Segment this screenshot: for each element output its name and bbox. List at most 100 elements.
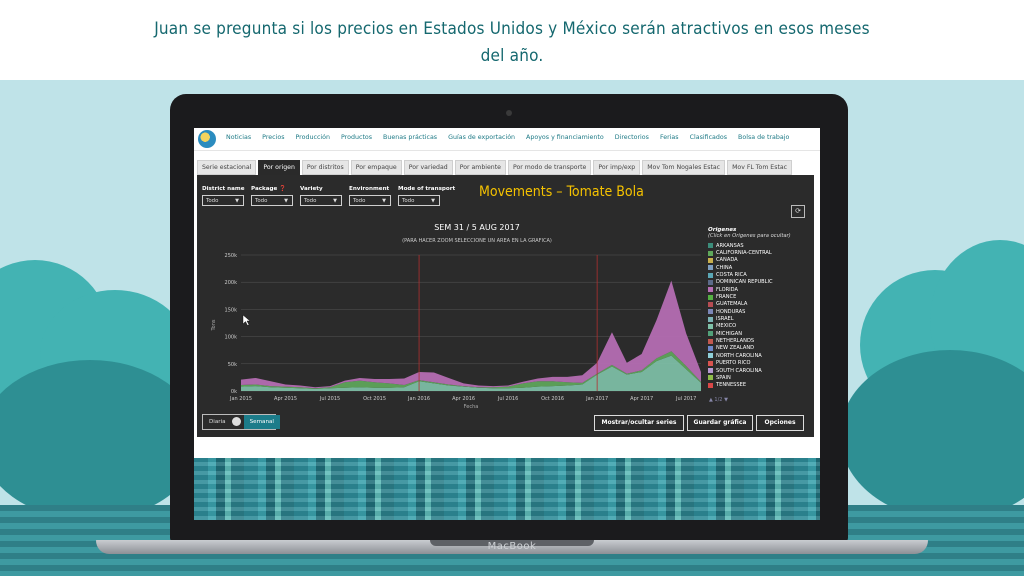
- legend-item[interactable]: HONDURAS: [708, 308, 808, 315]
- site-logo-icon[interactable]: [198, 130, 216, 148]
- weekly-option[interactable]: Semanal: [243, 415, 280, 429]
- tab[interactable]: Por imp/exp: [593, 160, 641, 175]
- chart-panel: District name Todo ▼ Package ❓ Todo ▼ Variety T…: [197, 175, 814, 437]
- tab[interactable]: Por modo de transporte: [507, 160, 592, 175]
- nav-item[interactable]: Apoyos y financiamiento: [526, 134, 604, 141]
- legend-item[interactable]: SPAIN: [708, 374, 808, 381]
- x-tick-label: Jul 2017: [675, 396, 696, 402]
- legend-item[interactable]: DOMINICAN REPUBLIC: [708, 279, 808, 286]
- nav-item[interactable]: Clasificados: [689, 134, 728, 141]
- legend-swatch: [708, 345, 713, 351]
- legend-item[interactable]: MICHIGAN: [708, 330, 808, 337]
- period-toggle[interactable]: Diaria Semanal: [202, 414, 280, 430]
- legend-label: SPAIN: [716, 374, 731, 381]
- nav-item[interactable]: Bolsa de trabajo: [738, 134, 790, 141]
- filter-select[interactable]: Todo ▼: [300, 195, 342, 206]
- legend-label: FLORIDA: [716, 286, 738, 293]
- legend-item[interactable]: FRANCE: [708, 293, 808, 300]
- legend-label: CANADA: [716, 257, 738, 264]
- filter: Mode of transport Todo ▼: [398, 186, 455, 206]
- area-chart[interactable]: 0k 50k 100k 150k 200k 250k Jan 2015 Apr 2015 Jul…: [207, 245, 707, 410]
- legend-swatch: [708, 375, 713, 381]
- tab[interactable]: Por ambiente: [454, 160, 506, 175]
- filter-label: Mode of transport: [398, 186, 456, 192]
- filter-select[interactable]: Todo ▼: [251, 195, 293, 206]
- legend-item[interactable]: CHINA: [708, 264, 808, 271]
- legend-title: Origenes: [708, 227, 737, 233]
- legend-pager[interactable]: ▲ 1/2 ▼: [709, 397, 728, 403]
- x-tick-label: Jan 2015: [229, 396, 252, 402]
- filter-value: Todo: [206, 198, 219, 204]
- legend-item[interactable]: ARKANSAS: [708, 242, 808, 249]
- mouse-cursor-icon: [242, 314, 251, 326]
- legend-label: MEXICO: [716, 323, 737, 330]
- legend-label: FRANCE: [716, 294, 737, 301]
- area-series-florida: [241, 280, 701, 389]
- tab[interactable]: Mov FL Tom Estac: [727, 160, 793, 175]
- filter-select[interactable]: Todo ▼: [202, 195, 244, 206]
- caret-down-icon: ▼: [235, 198, 239, 204]
- legend-item[interactable]: NORTH CAROLINA: [708, 352, 808, 359]
- legend-label: COSTA RICA: [716, 272, 747, 279]
- legend-swatch: [708, 309, 713, 315]
- legend-item[interactable]: ISRAEL: [708, 315, 808, 322]
- legend-item[interactable]: FLORIDA: [708, 286, 808, 293]
- legend-swatch: [708, 382, 713, 388]
- nav-item[interactable]: Producción: [295, 134, 331, 141]
- chart-title: SEM 31 / 5 AUG 2017: [434, 223, 520, 232]
- nav-item[interactable]: Precios: [262, 134, 285, 141]
- legend-label: NORTH CAROLINA: [716, 352, 762, 359]
- legend-item[interactable]: CANADA: [708, 257, 808, 264]
- legend-item[interactable]: NETHERLANDS: [708, 337, 808, 344]
- tab[interactable]: Por empaque: [350, 160, 402, 175]
- cloud-shape: [0, 360, 200, 520]
- headline-line-2: del año.: [480, 46, 544, 66]
- legend-item[interactable]: SOUTH CAROLINA: [708, 367, 808, 374]
- legend-swatch: [708, 301, 713, 307]
- y-tick-label: 150k: [225, 307, 238, 313]
- caret-down-icon: ▼: [431, 198, 435, 204]
- x-tick-label: Apr 2016: [452, 396, 475, 402]
- legend-item[interactable]: GUATEMALA: [708, 301, 808, 308]
- cloud-shape: [840, 350, 1024, 520]
- nav-item[interactable]: Directorios: [614, 134, 649, 141]
- show-hide-series-button[interactable]: Mostrar/ocultar series: [594, 415, 684, 431]
- filter-value: Todo: [402, 198, 415, 204]
- chart-subtitle: (PARA HACER ZOOM SELECCIONE UN AREA EN L…: [402, 238, 552, 244]
- x-tick-label: Jan 2016: [407, 396, 430, 402]
- nav-item[interactable]: Noticias: [226, 134, 252, 141]
- chart-heading: Movements – Tomate Bola: [479, 184, 644, 200]
- legend-item[interactable]: TENNESSEE: [708, 382, 808, 389]
- legend-swatch: [708, 338, 713, 344]
- legend-item[interactable]: NEW ZEALAND: [708, 345, 808, 352]
- legend-label: ISRAEL: [716, 316, 734, 323]
- legend-label: PUERTO RICO: [716, 360, 751, 367]
- filter-select[interactable]: Todo ▼: [349, 195, 391, 206]
- filter-value: Todo: [304, 198, 317, 204]
- save-chart-button[interactable]: Guardar gráfica: [687, 415, 753, 431]
- options-button[interactable]: Opciones: [756, 415, 804, 431]
- toggle-knob[interactable]: [232, 417, 241, 426]
- tab[interactable]: Por variedad: [403, 160, 453, 175]
- legend-item[interactable]: PUERTO RICO: [708, 360, 808, 367]
- legend-swatch: [708, 279, 713, 285]
- filter-select[interactable]: Todo ▼: [398, 195, 440, 206]
- tab[interactable]: Por distritos: [301, 160, 349, 175]
- legend-swatch: [708, 323, 713, 329]
- tab[interactable]: Por origen: [258, 160, 300, 175]
- nav-item[interactable]: Buenas prácticas: [383, 134, 438, 141]
- refresh-icon[interactable]: ⟳: [791, 205, 805, 218]
- headline-line-1: Juan se pregunta si los precios en Estad…: [154, 19, 870, 39]
- nav-item[interactable]: Productos: [341, 134, 373, 141]
- legend-item[interactable]: COSTA RICA: [708, 271, 808, 278]
- nav-item[interactable]: Guías de exportación: [448, 134, 516, 141]
- daily-option[interactable]: Diaria: [209, 419, 226, 425]
- legend-item[interactable]: CALIFORNIA-CENTRAL: [708, 249, 808, 256]
- nav-item[interactable]: Ferias: [659, 134, 679, 141]
- tab[interactable]: Serie estacional: [197, 160, 257, 175]
- slide-headline: Juan se pregunta si los precios en Estad…: [100, 16, 924, 70]
- x-tick-label: Apr 2017: [630, 396, 653, 402]
- legend-item[interactable]: MEXICO: [708, 323, 808, 330]
- tab[interactable]: Mov Tom Nogales Estac: [642, 160, 726, 175]
- legend-swatch: [708, 331, 713, 337]
